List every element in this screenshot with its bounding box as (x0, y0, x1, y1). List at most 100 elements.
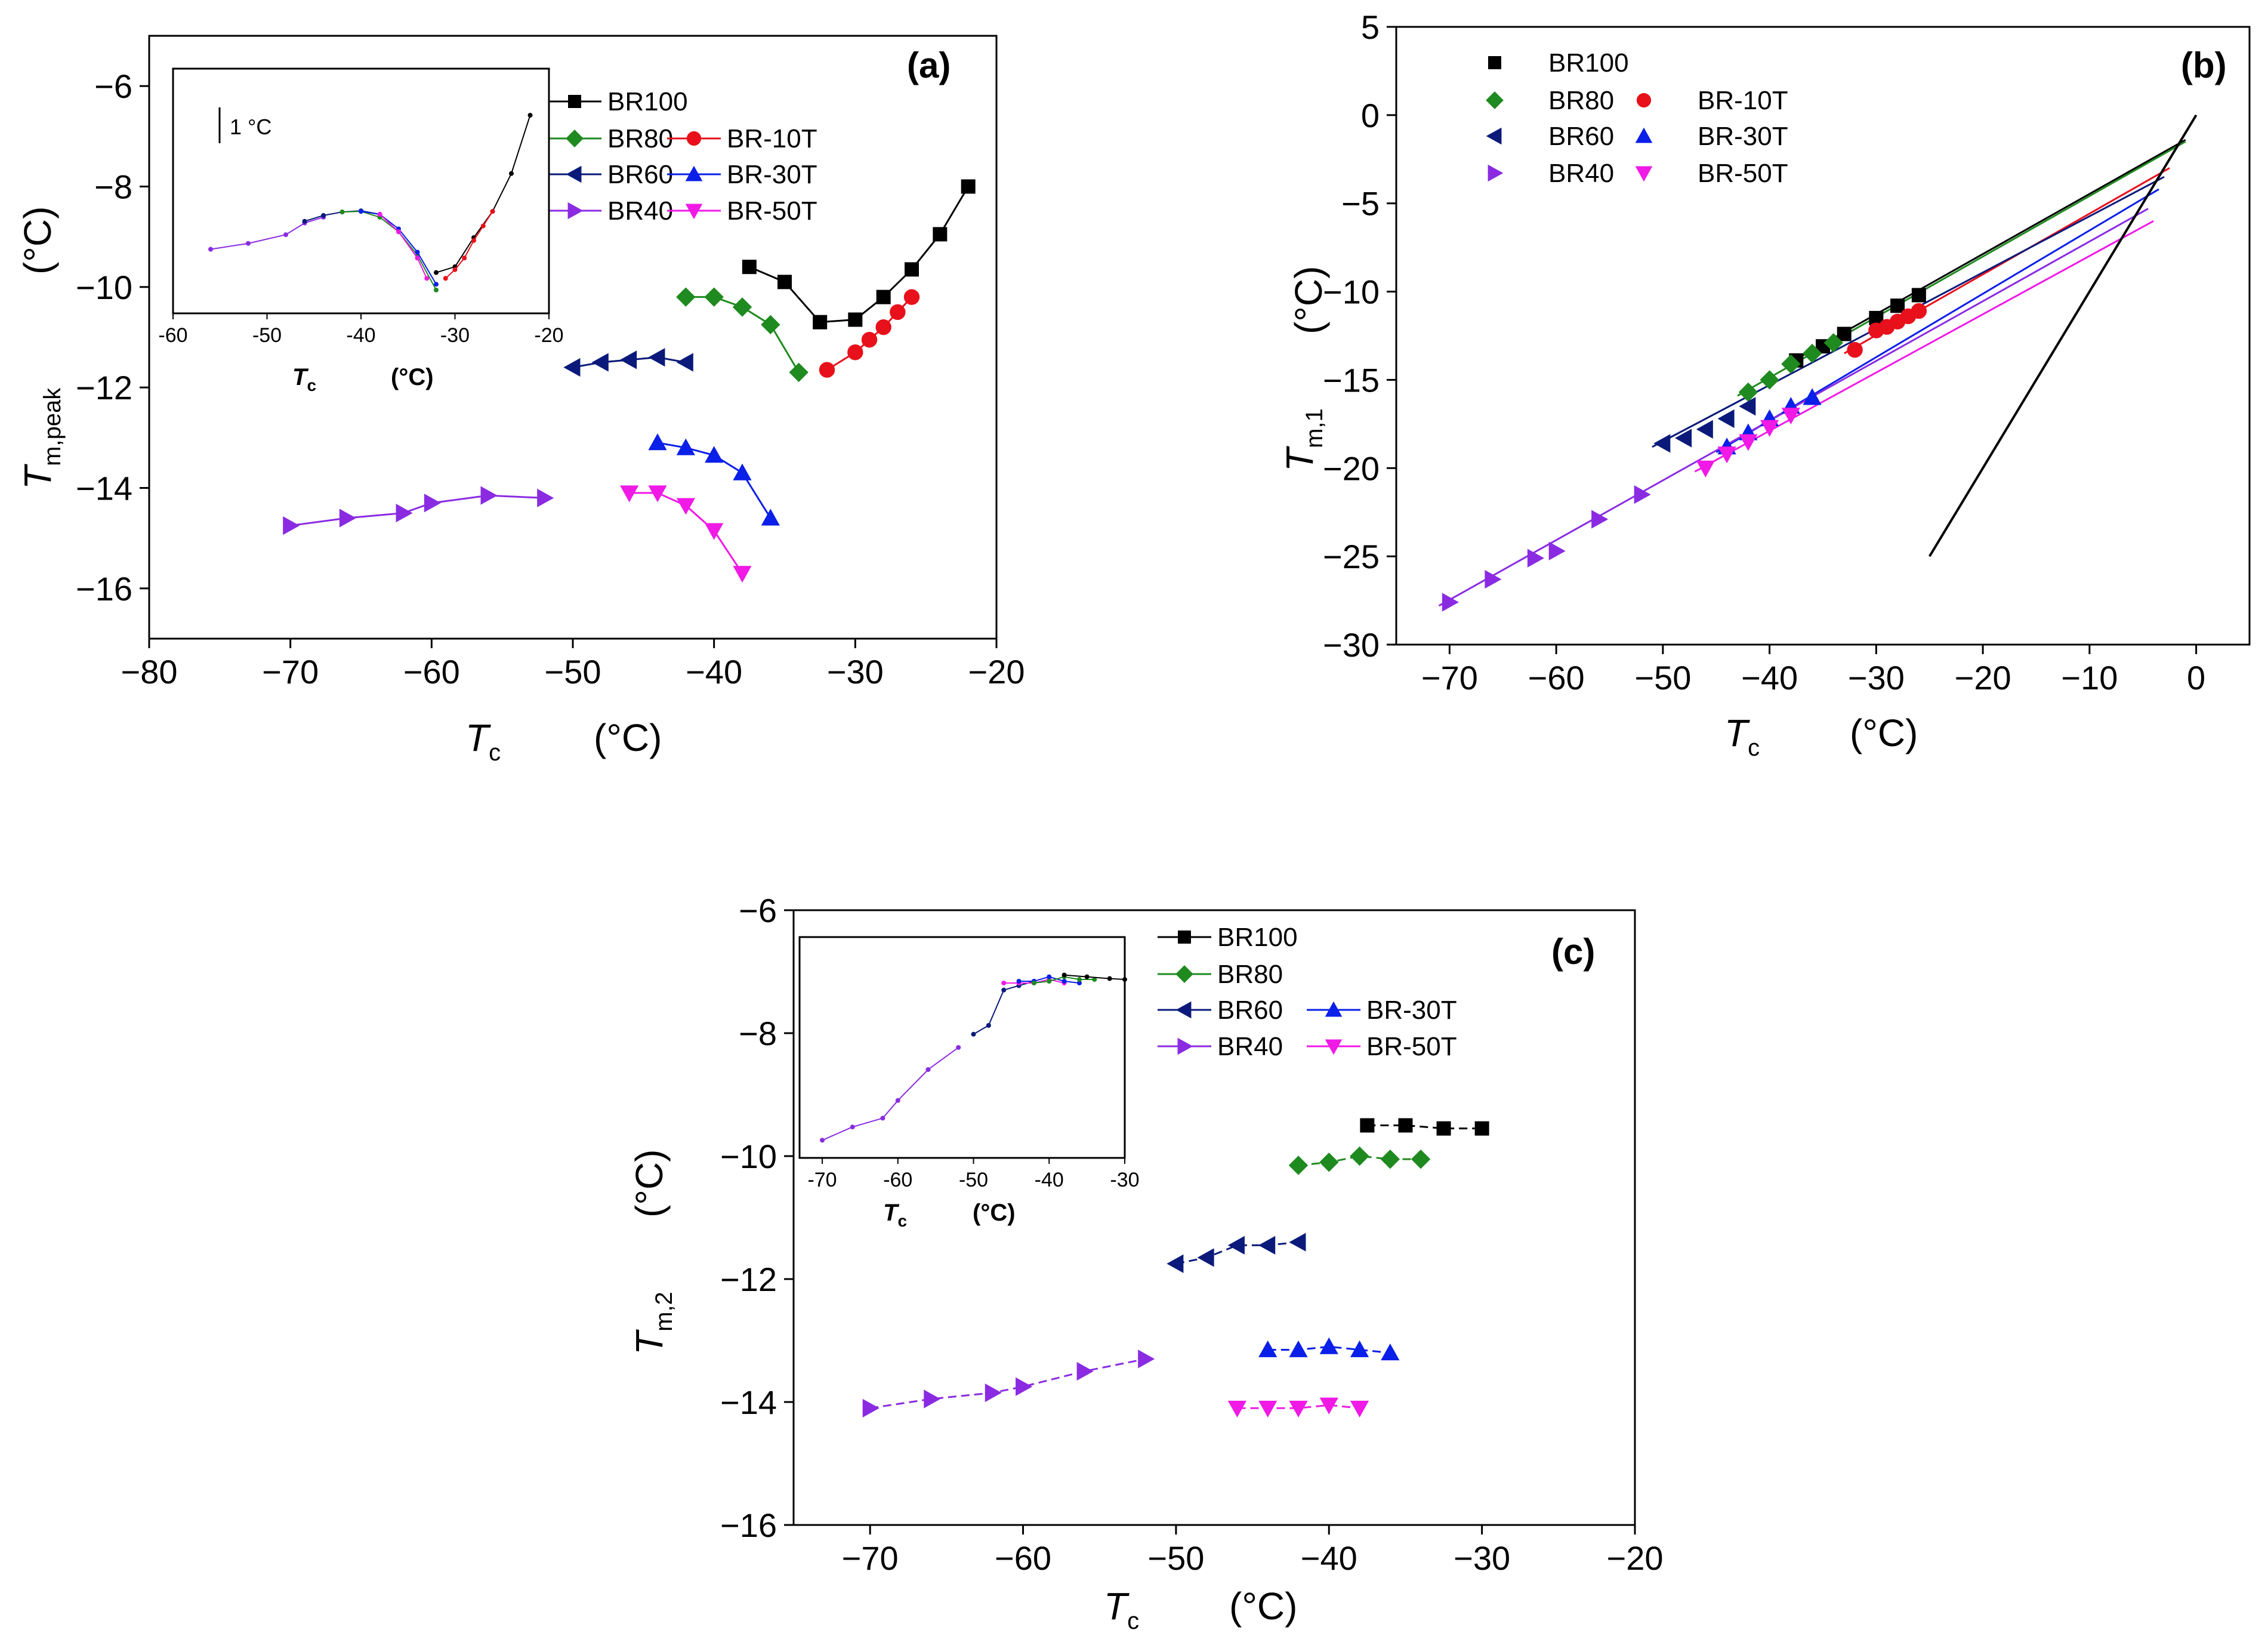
inset-point-br-30t (359, 209, 363, 214)
data-point-br80 (1760, 370, 1779, 390)
data-point-br-30t (1381, 1344, 1400, 1361)
legend-entry-br80: BR80 (1158, 960, 1283, 989)
data-point-br40 (985, 1383, 1002, 1403)
panel-a-x-ticks: −80 −70 −60 −50 −40 −30 −20 (121, 639, 1025, 691)
legend-entry-br60: BR60 (1158, 996, 1283, 1025)
inset-point-br80 (340, 209, 345, 215)
data-point-br-50t (1760, 420, 1779, 437)
y-tick-label: −16 (720, 1506, 777, 1544)
panel-a-x-unit: (°C) (594, 716, 662, 759)
data-point-br100 (1474, 1121, 1489, 1136)
legend-marker-br100 (1488, 56, 1501, 69)
x-tick-label: −50 (1634, 659, 1691, 697)
panel-b-y-ticks: −30 −25 −20 −15 −10 −5 0 5 (1323, 8, 1396, 664)
legend-entry-br-10t: BR-10T (1636, 86, 1788, 115)
x-tick-label: −70 (842, 1539, 899, 1577)
data-point-br100 (813, 315, 828, 329)
inset-point-br60 (971, 1031, 976, 1037)
data-point-br-50t (1739, 434, 1758, 451)
legend-entry-br-50t: BR-50T (1635, 159, 1788, 188)
panel-b-y-title: Tm,1 (1278, 408, 1328, 472)
legend-entry-br-30t: BR-30T (1635, 122, 1788, 151)
y-tick-label: 0 (1361, 97, 1380, 134)
legend-entry-br80: BR80 (548, 124, 673, 153)
data-point-br-50t (1319, 1397, 1338, 1415)
y-tick-label: −15 (1323, 361, 1380, 399)
data-point-br40 (1138, 1349, 1155, 1369)
panel-b-label: (b) (2181, 45, 2227, 85)
data-point-br40 (1076, 1361, 1094, 1381)
data-point-br80 (1350, 1146, 1369, 1166)
panel-c-y-unit: (°C) (628, 1150, 671, 1218)
series-line-br60 (1175, 1241, 1299, 1265)
data-point-br-50t (1258, 1400, 1278, 1418)
data-point-br60 (1227, 1235, 1245, 1255)
data-point-br-50t (1717, 446, 1736, 464)
data-point-br-50t (1696, 460, 1715, 477)
panel-a-inset-x-unit: (°C) (391, 364, 434, 390)
data-point-br60 (1675, 429, 1692, 448)
data-point-br-30t (648, 433, 667, 451)
inset-point-br-50t (1001, 980, 1007, 985)
legend-marker-br-30t (685, 165, 703, 181)
data-point-br100 (905, 262, 919, 277)
y-tick-label: −25 (1323, 538, 1380, 575)
panel-c-inset-x-ticks: -70 -60 -50 -40 -30 (807, 1158, 1140, 1191)
x-tick-label: −70 (1421, 659, 1478, 697)
y-tick-label: −6 (94, 67, 132, 105)
legend-entry-br40: BR40 (1158, 1032, 1283, 1061)
legend-label: BR-30T (1698, 122, 1788, 151)
inset-point-br-30t (1062, 979, 1067, 984)
data-point-br100 (1911, 288, 1926, 303)
data-point-br80 (704, 287, 724, 307)
series-br-50t (1227, 1397, 1369, 1418)
inset-point-br-10t (462, 255, 467, 261)
data-point-br-30t (676, 438, 695, 455)
panel-a-x-title: Tc (465, 716, 501, 766)
inset-x-tick-label: -20 (534, 324, 563, 347)
legend-marker-br60 (1486, 127, 1502, 145)
data-point-br80 (676, 287, 696, 307)
inset-x-tick-label: -30 (1110, 1169, 1139, 1191)
x-tick-label: −40 (686, 653, 742, 691)
data-point-br100 (933, 227, 948, 242)
panel-a-label: (a) (907, 45, 951, 85)
data-point-br40 (924, 1389, 941, 1409)
inset-series-br100 (1062, 972, 1127, 982)
panel-c-frame (792, 909, 1636, 1526)
data-point-br40 (339, 509, 356, 528)
series-br-30t (1258, 1337, 1400, 1361)
legend-entry-br60: BR60 (548, 160, 673, 189)
data-point-br-50t (648, 485, 667, 503)
data-point-br-50t (676, 498, 695, 515)
inset-line-br100 (1064, 974, 1125, 981)
x-tick-label: −40 (1301, 1539, 1357, 1577)
inset-point-br40 (820, 1138, 825, 1143)
data-point-br60 (620, 350, 637, 369)
data-point-br40 (1485, 569, 1502, 589)
panel-c: −70 −60 −50 −40 −30 −20 −16−14−12−10−8−6 (c) … (628, 892, 1664, 1633)
legend-label: BR60 (1217, 996, 1283, 1025)
legend-marker-br-50t (1325, 1039, 1343, 1055)
data-point-br-30t (1289, 1340, 1308, 1357)
inset-point-br100 (1107, 976, 1112, 981)
y-tick-label: −8 (739, 1015, 777, 1052)
data-point-br60 (1167, 1254, 1184, 1273)
inset-point-br-10t (480, 223, 486, 229)
data-point-br100 (1360, 1118, 1375, 1133)
x-tick-label: −20 (1607, 1539, 1664, 1577)
series-br80 (1738, 333, 1844, 402)
inset-x-tick-label: -60 (883, 1169, 912, 1191)
legend-entry-br40: BR40 (1488, 159, 1614, 188)
data-point-br-30t (761, 509, 780, 526)
legend-entry-br100: BR100 (1158, 923, 1298, 952)
legend-marker-br-50t (1635, 166, 1653, 182)
x-tick-label: −20 (968, 653, 1025, 691)
y-tick-label: 5 (1361, 8, 1380, 46)
x-tick-label: −40 (1741, 659, 1798, 697)
data-point-br60 (676, 353, 693, 372)
panel-a-series (283, 179, 976, 583)
panel-c-x-unit: (°C) (1229, 1585, 1297, 1628)
inset-point-br60 (302, 218, 307, 224)
legend-label: BR-30T (727, 160, 817, 189)
